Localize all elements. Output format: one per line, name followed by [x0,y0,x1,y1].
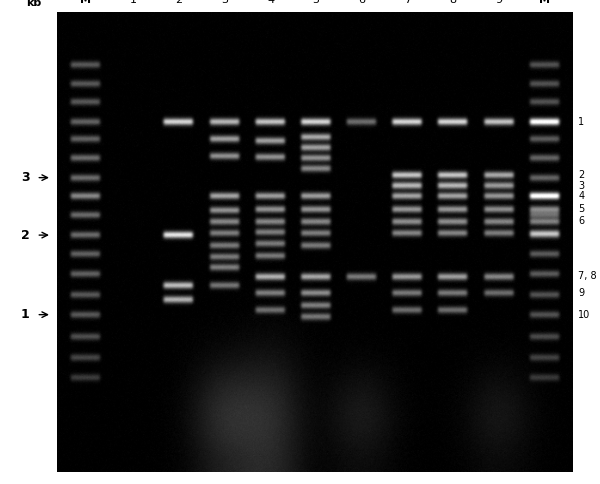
Text: 7, 8: 7, 8 [578,272,597,282]
Text: 9: 9 [578,287,584,298]
Text: 9: 9 [496,0,503,5]
Text: 5: 5 [578,204,584,214]
Text: 7: 7 [404,0,411,5]
Text: 2: 2 [175,0,182,5]
Text: M: M [539,0,550,5]
Text: 6: 6 [358,0,365,5]
Text: kb: kb [26,0,41,7]
Text: 1: 1 [21,308,29,321]
Text: 3: 3 [21,171,29,184]
Text: 3: 3 [221,0,228,5]
Text: 1: 1 [578,117,584,126]
Text: 2: 2 [578,170,584,181]
Text: 10: 10 [578,310,590,319]
Text: M: M [80,0,91,5]
Text: 1: 1 [130,0,137,5]
Text: 3: 3 [578,181,584,191]
Text: 8: 8 [450,0,457,5]
Text: 4: 4 [267,0,274,5]
Text: 6: 6 [578,216,584,227]
Text: 4: 4 [578,191,584,201]
Text: 2: 2 [21,228,29,242]
Text: 5: 5 [313,0,320,5]
